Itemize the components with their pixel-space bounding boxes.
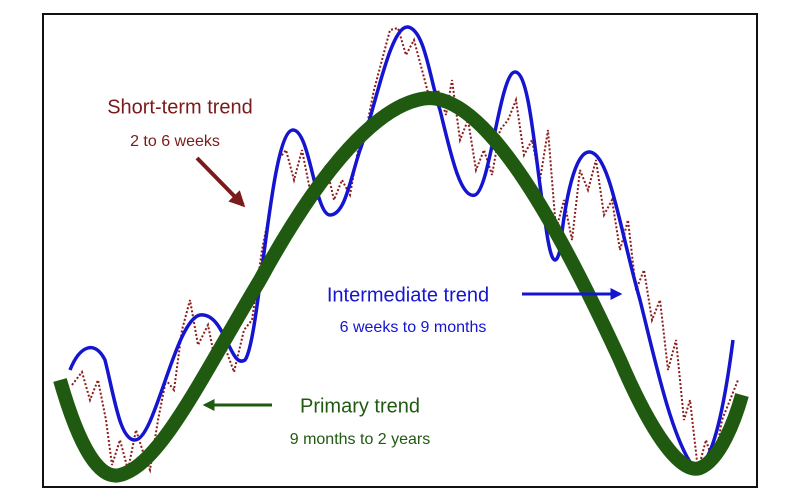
label-title: Primary trend	[300, 395, 420, 417]
primary-curve	[53, 90, 749, 483]
label-title: Intermediate trend	[327, 284, 489, 306]
arrow	[195, 156, 246, 208]
label-period: 6 weeks to 9 months	[340, 319, 487, 336]
label-period: 2 to 6 weeks	[130, 133, 220, 150]
label-period: 9 months to 2 years	[290, 431, 431, 448]
intermediate-curve	[68, 25, 735, 468]
label-title: Short-term trend	[107, 96, 253, 118]
